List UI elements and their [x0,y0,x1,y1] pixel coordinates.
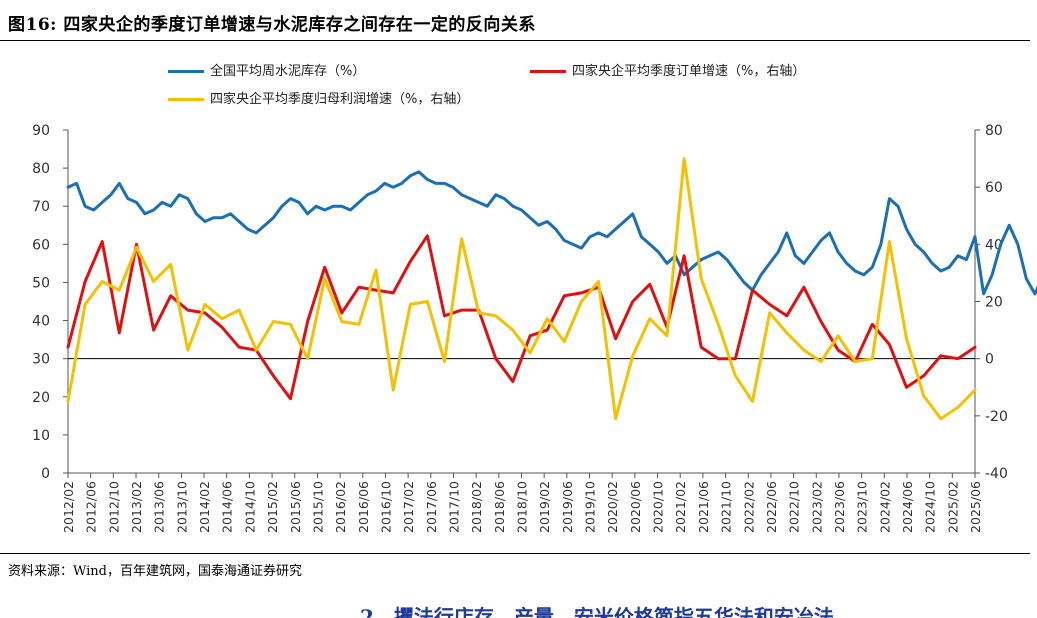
y-left-tick-label: 0 [41,466,50,482]
x-tick-label: 2014/06 [220,481,235,533]
x-tick-label: 2014/02 [197,481,212,533]
y-right-tick-label: 20 [985,295,1003,311]
x-tick-label: 2020/10 [651,481,666,533]
x-tick-label: 2013/10 [174,481,189,533]
legend-swatch-red [530,70,566,73]
x-tick-label: 2025/02 [945,481,960,533]
x-tick-label: 2019/10 [583,481,598,533]
y-right-tick-label: 80 [985,123,1003,139]
series-line-order-growth [66,234,977,401]
y-left-tick-label: 70 [32,199,50,215]
x-tick-label: 2012/06 [84,481,99,533]
x-tick-label: 2017/02 [401,481,416,533]
x-tick-label: 2013/02 [129,481,144,533]
legend-label-order-growth: 四家央企平均季度订单增速（%，右轴） [572,64,806,79]
y-left-tick-label: 60 [32,237,50,253]
x-tick-label: 2018/06 [492,481,507,533]
y-right-tick-label: -40 [985,466,1008,482]
x-tick-label: 2021/10 [719,481,734,533]
y-left-tick-label: 90 [32,123,50,139]
x-tick-label: 2012/10 [106,481,121,533]
x-tick-label: 2013/06 [152,481,167,533]
legend-swatch-yellow [168,98,204,101]
x-tick-label: 2022/06 [764,481,779,533]
x-tick-label: 2024/02 [877,481,892,533]
x-tick-label: 2022/02 [741,481,756,533]
x-tick-label: 2016/10 [378,481,393,533]
x-tick-label: 2018/02 [469,481,484,533]
series-line-cement-inventory [66,170,1037,296]
source-divider [0,553,1030,554]
next-section-heading-partial: 2．攫法行店存，产量、安米价格篼指五华法和安冶法 [360,605,834,618]
series-line-profit-growth [66,157,977,421]
y-left-tick-label: 30 [32,352,50,368]
line-chart: 0102030405060708090-40-200204060802012/0… [32,123,1037,533]
x-tick-label: 2021/06 [696,481,711,533]
legend-item-order-growth: 四家央企平均季度订单增速（%，右轴） [530,60,805,79]
y-left-tick-label: 80 [32,161,50,177]
x-tick-label: 2019/06 [560,481,575,533]
legend-swatch-blue [168,70,204,73]
y-left-tick-label: 40 [32,314,50,330]
x-tick-label: 2024/10 [923,481,938,533]
x-tick-label: 2019/02 [537,481,552,533]
x-tick-label: 2015/06 [288,481,303,533]
x-tick-label: 2024/06 [900,481,915,533]
legend-label-profit-growth: 四家央企平均季度归母利润增速（%，右轴） [210,92,470,107]
x-tick-label: 2023/02 [809,481,824,533]
x-tick-label: 2022/10 [787,481,802,533]
legend-item-profit-growth: 四家央企平均季度归母利润增速（%，右轴） [168,88,469,107]
x-tick-label: 2012/02 [61,481,76,533]
y-left-tick-label: 10 [32,428,50,444]
x-tick-label: 2014/10 [242,481,257,533]
x-tick-label: 2023/06 [832,481,847,533]
x-tick-label: 2023/10 [855,481,870,533]
x-tick-label: 2015/02 [265,481,280,533]
y-left-tick-label: 20 [32,390,50,406]
x-tick-label: 2017/06 [424,481,439,533]
x-tick-label: 2015/10 [310,481,325,533]
y-right-tick-label: 60 [985,180,1003,196]
x-tick-label: 2016/02 [333,481,348,533]
x-tick-label: 2016/06 [356,481,371,533]
x-tick-label: 2018/10 [515,481,530,533]
legend-label-cement-inventory: 全国平均周水泥库存（%） [210,64,366,79]
y-right-tick-label: -20 [985,409,1008,425]
x-tick-label: 2021/02 [673,481,688,533]
y-left-tick-label: 50 [32,275,50,291]
title-bar: 图16: 四家央企的季度订单增速与水泥库存之间存在一定的反向关系 [0,0,1030,41]
x-tick-label: 2020/06 [628,481,643,533]
y-right-tick-label: 0 [985,352,994,368]
legend-item-cement-inventory: 全国平均周水泥库存（%） [168,60,365,79]
x-tick-label: 2020/02 [605,481,620,533]
figure-title: 图16: 四家央企的季度订单增速与水泥库存之间存在一定的反向关系 [8,15,536,35]
x-tick-label: 2025/06 [968,481,983,533]
x-tick-label: 2017/10 [446,481,461,533]
source-note: 资料来源：Wind，百年建筑网，国泰海通证券研究 [8,564,302,579]
